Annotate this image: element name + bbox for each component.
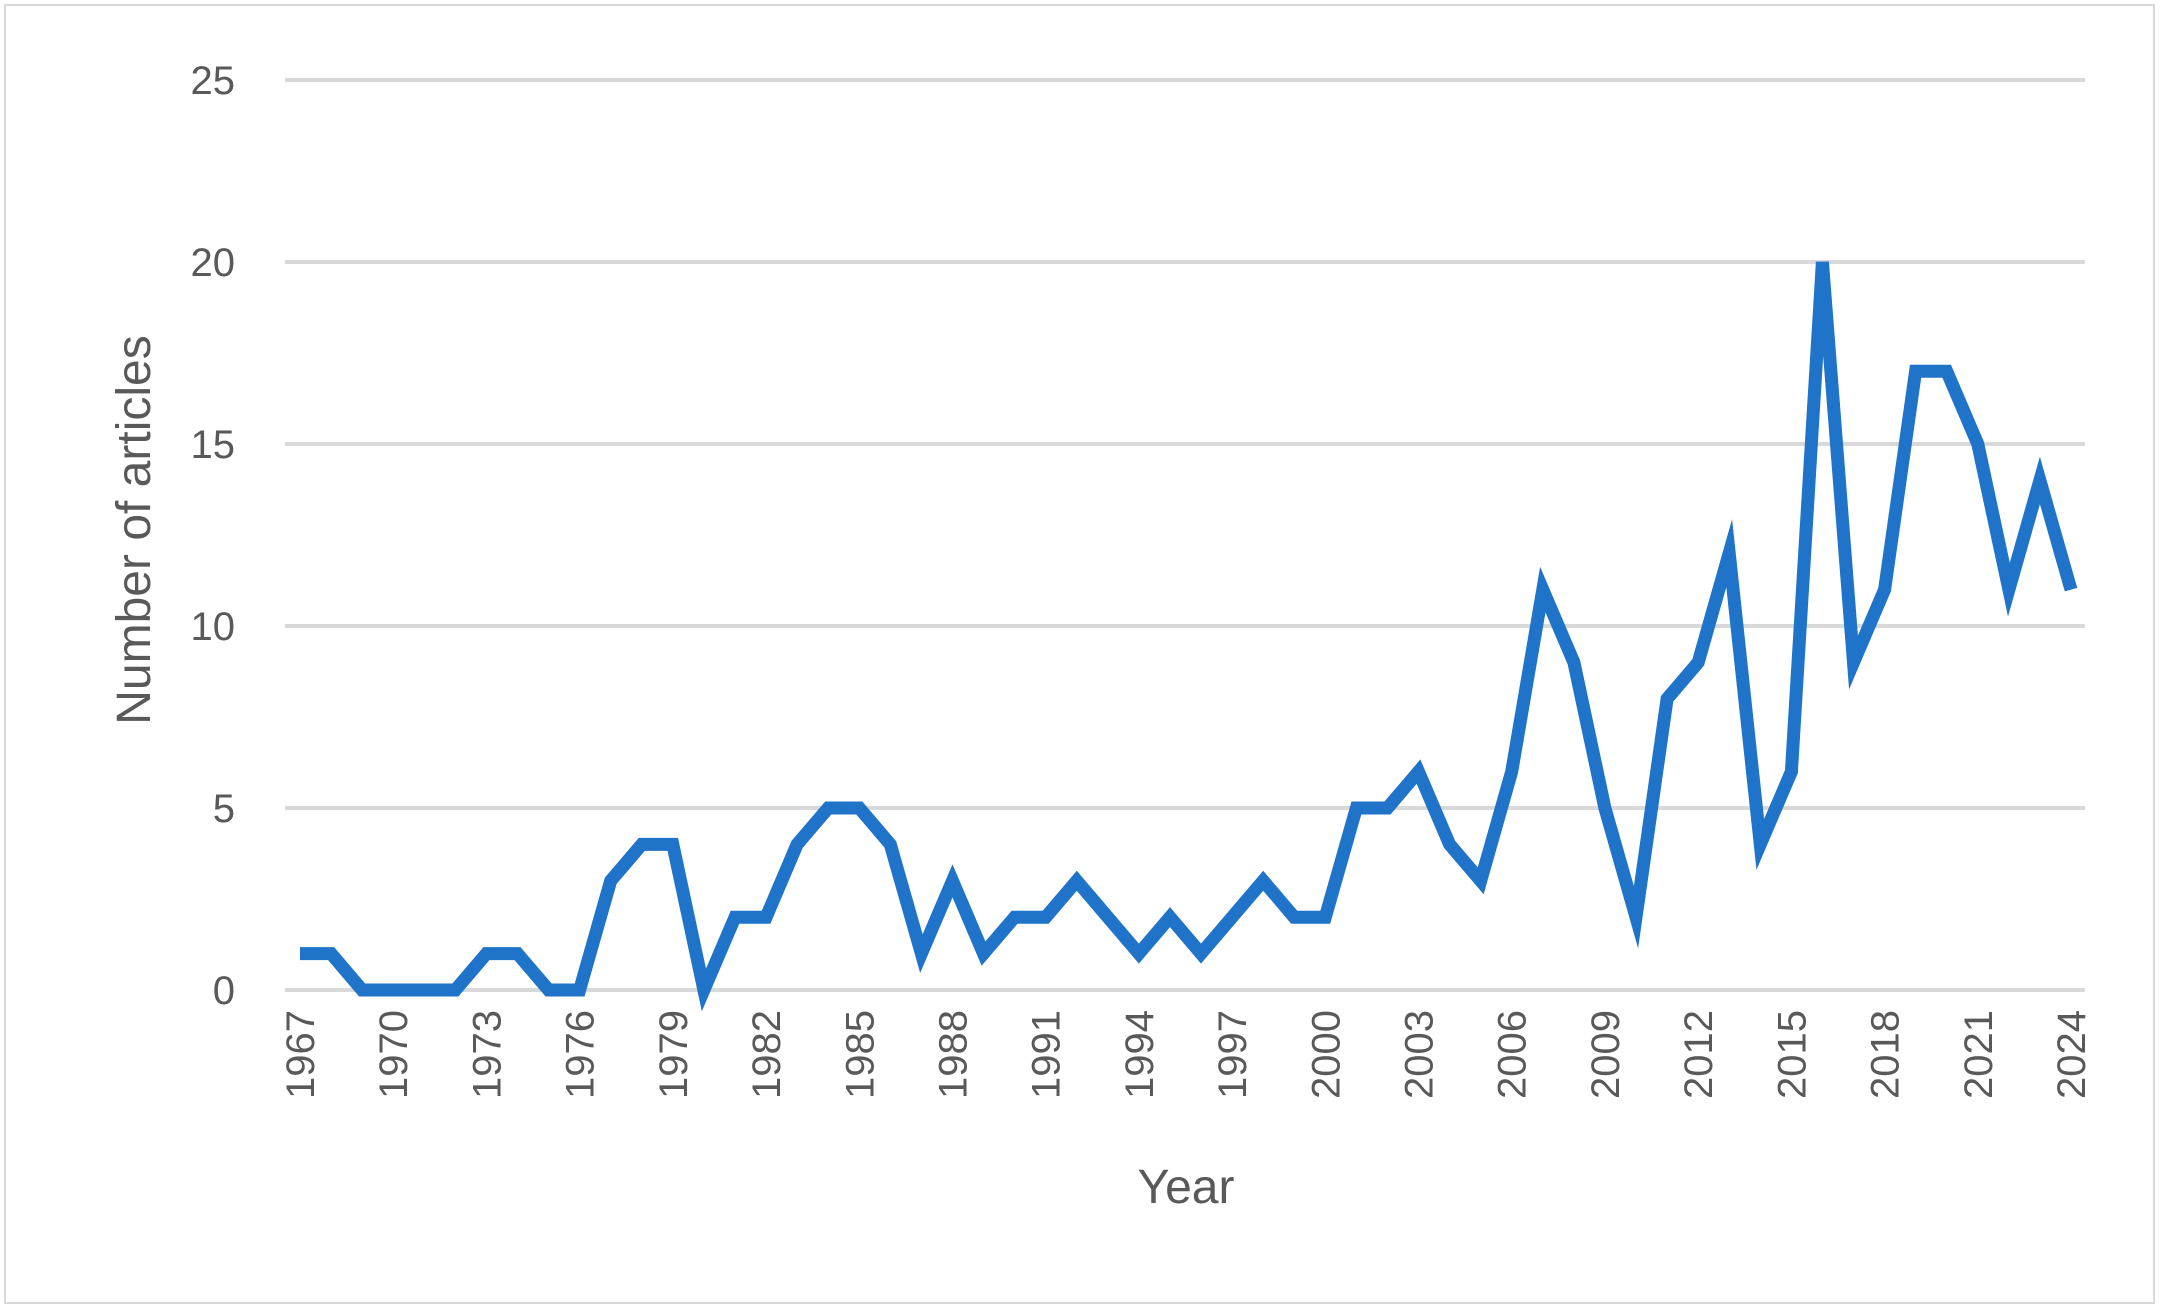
x-axis-ticks: 1967 1970 1973 1976 1979 1982 1985 1988 1991 1994… [279, 1010, 2094, 1099]
x-tick-label: 1982 [745, 1010, 789, 1099]
series-layer [300, 261, 2078, 1012]
x-tick-label: 1970 [372, 1010, 416, 1099]
series-line [300, 261, 2078, 1012]
x-tick-label: 2000 [1304, 1010, 1348, 1099]
x-tick-label: 1988 [931, 1010, 975, 1099]
y-tick-label: 5 [213, 787, 235, 831]
y-tick-label: 20 [191, 241, 236, 285]
x-tick-label: 1997 [1211, 1010, 1255, 1099]
x-tick-label: 1985 [838, 1010, 882, 1099]
y-axis-ticks: 0 5 10 15 20 25 [191, 59, 236, 1013]
x-tick-label: 1994 [1118, 1010, 1162, 1099]
x-tick-label: 1967 [279, 1010, 323, 1099]
x-tick-label: 2006 [1491, 1010, 1535, 1099]
x-tick-label: 1973 [465, 1010, 509, 1099]
x-tick-label: 1979 [652, 1010, 696, 1099]
x-tick-label: 1976 [559, 1010, 603, 1099]
y-tick-label: 25 [191, 59, 236, 103]
x-tick-label: 2018 [1864, 1010, 1908, 1099]
x-tick-label: 2015 [1770, 1010, 1814, 1099]
x-tick-label: 2012 [1677, 1010, 1721, 1099]
x-axis-title: Year [1138, 1161, 1235, 1214]
x-tick-label: 2009 [1584, 1010, 1628, 1099]
x-tick-label: 2024 [2050, 1010, 2094, 1099]
y-tick-label: 15 [191, 423, 236, 467]
y-axis-title: Number of articles [108, 335, 161, 724]
x-tick-label: 1991 [1025, 1010, 1069, 1099]
y-tick-label: 0 [213, 969, 235, 1013]
y-tick-label: 10 [191, 605, 236, 649]
gridlines [285, 78, 2085, 992]
x-tick-label: 2021 [1957, 1010, 2001, 1099]
x-tick-label: 2003 [1398, 1010, 1442, 1099]
